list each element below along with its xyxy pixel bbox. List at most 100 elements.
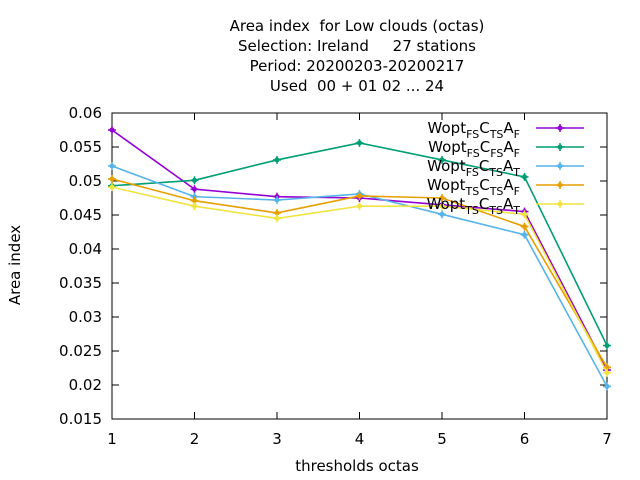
- legend-text: Wopt: [428, 138, 467, 156]
- point-marker-dot: [192, 186, 197, 192]
- legend-subscript: TS: [488, 204, 503, 217]
- data-point: [190, 202, 199, 211]
- legend-text: A: [503, 119, 514, 137]
- title-line-4: Used 00 + 01 02 ... 24: [269, 77, 445, 95]
- point-marker-dot: [357, 140, 362, 146]
- point-marker-dot: [522, 232, 527, 238]
- y-tick-label: 0.035: [59, 274, 102, 292]
- y-tick-label: 0.06: [69, 104, 102, 122]
- point-marker-dot: [557, 182, 563, 188]
- legend-subscript: FS: [466, 166, 479, 179]
- data-point: [108, 183, 116, 192]
- data-point: [355, 138, 364, 147]
- legend: WoptFSCTSAFWoptFSCFSAFWoptFSCTSATWoptTSC…: [427, 119, 584, 217]
- legend-text: C: [479, 195, 489, 213]
- point-marker-dot: [439, 195, 445, 201]
- data-point: [190, 185, 199, 194]
- y-tick-label: 0.055: [59, 138, 102, 156]
- point-marker-dot: [439, 157, 445, 163]
- series-4: [108, 174, 611, 372]
- legend-text: A: [503, 157, 514, 175]
- data-point: [520, 172, 529, 181]
- legend-text: C: [479, 119, 489, 137]
- x-tick-label: 1: [107, 430, 117, 448]
- x-tick-label: 4: [355, 430, 365, 448]
- point-marker-dot: [192, 194, 197, 200]
- legend-subscript: FS: [490, 147, 503, 160]
- series-line: [111, 186, 608, 374]
- data-point: [355, 191, 364, 200]
- data-point: [273, 214, 281, 223]
- plot-axes: 0.015 0.02 0.025 0.03 0.035 0.04 0.045 0.05 0.05…: [59, 104, 612, 448]
- series-1: [108, 126, 611, 375]
- legend-subscript: T: [512, 166, 520, 179]
- point-marker-dot: [604, 364, 610, 370]
- y-tick-label: 0.045: [59, 206, 102, 224]
- data-point: [556, 143, 564, 151]
- data-point: [556, 181, 564, 189]
- y-tick-label: 0.03: [69, 308, 102, 326]
- data-point: [603, 382, 611, 391]
- data-point: [355, 202, 364, 211]
- legend-subscript: TS: [465, 185, 480, 198]
- legend-text: A: [503, 195, 514, 213]
- chart-title: Area index for Low clouds (octas) Select…: [0, 16, 640, 96]
- legend-entry-3: WoptFSCTSAT: [427, 157, 584, 179]
- y-tick-label: 0.025: [59, 342, 102, 360]
- x-tick-label: 6: [520, 430, 530, 448]
- point-marker-dot: [557, 201, 563, 207]
- y-tick-label: 0.04: [69, 240, 102, 258]
- legend-subscript: TS: [489, 185, 504, 198]
- y-tick-label: 0.05: [69, 172, 102, 190]
- legend-subscript: F: [514, 128, 520, 141]
- series-layer: [108, 126, 611, 391]
- x-tick-label: 7: [602, 430, 612, 448]
- legend-subscript: F: [514, 185, 520, 198]
- plot-frame: [111, 112, 608, 420]
- point-marker-dot: [557, 144, 563, 150]
- series-5: [108, 183, 611, 377]
- point-marker-dot: [109, 176, 115, 182]
- point-marker-dot: [192, 198, 197, 204]
- data-point: [190, 176, 199, 185]
- point-marker-dot: [357, 203, 362, 209]
- series-line: [111, 142, 608, 346]
- x-tick-label: 2: [190, 430, 200, 448]
- point-marker-dot: [192, 203, 197, 209]
- y-axis-label: Area index: [6, 225, 24, 305]
- legend-subscript: FS: [466, 128, 479, 141]
- legend-text: C: [479, 157, 489, 175]
- point-marker-dot: [557, 125, 563, 131]
- point-marker-dot: [604, 370, 610, 376]
- legend-label: WoptFSCFSAF: [428, 138, 520, 160]
- legend-subscript: TS: [488, 166, 503, 179]
- legend-text: Wopt: [428, 119, 467, 137]
- legend-text: Wopt: [427, 176, 466, 194]
- legend-text: Wopt: [427, 195, 466, 213]
- point-marker-dot: [522, 224, 527, 230]
- legend-subscript: F: [514, 147, 520, 160]
- legend-text: A: [503, 176, 514, 194]
- x-tick-label: 5: [437, 430, 447, 448]
- x-axis-label: thresholds octas: [295, 457, 419, 475]
- data-point: [108, 162, 116, 171]
- y-tick-label: 0.015: [59, 410, 102, 428]
- point-marker-dot: [522, 174, 527, 180]
- legend-label: WoptTSCTSAF: [427, 176, 520, 198]
- point-marker-dot: [274, 210, 280, 216]
- data-point: [108, 126, 116, 134]
- point-marker-dot: [604, 343, 610, 349]
- legend-text: Wopt: [427, 157, 466, 175]
- data-point: [438, 202, 446, 211]
- point-marker-dot: [357, 193, 362, 199]
- legend-subscript: T: [512, 204, 520, 217]
- title-line-3: Period: 20200203-20200217: [249, 57, 465, 75]
- data-point: [520, 230, 529, 239]
- data-point: [273, 196, 281, 205]
- legend-subscript: FS: [467, 147, 480, 160]
- point-marker-dot: [274, 157, 280, 163]
- point-marker-dot: [557, 163, 563, 169]
- point-marker-dot: [109, 127, 115, 133]
- point-marker-dot: [274, 197, 280, 203]
